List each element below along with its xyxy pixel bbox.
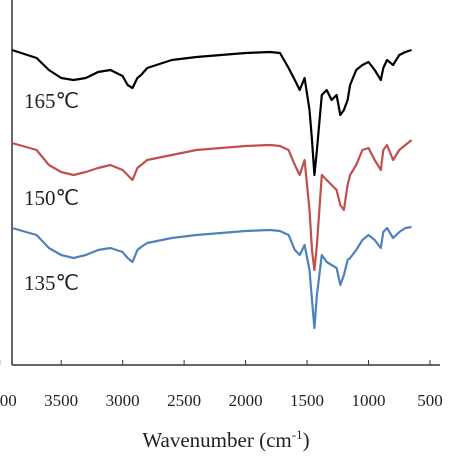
x-tick-label: 1500: [290, 391, 324, 410]
x-label-end: ): [303, 428, 310, 452]
x-tick-label: 3000: [106, 391, 140, 410]
x-tick-label: 2500: [167, 391, 201, 410]
x-tick-label: 1000: [352, 391, 386, 410]
spectrum-line: [11, 139, 413, 272]
x-axis-label: Wavenumber (cm-1): [142, 427, 309, 452]
x-tick-label: 4000: [0, 391, 17, 410]
spectrum-line: [11, 225, 412, 330]
series-label: 135℃: [24, 271, 79, 295]
x-label-text: Wavenumber (cm: [142, 428, 291, 452]
x-tick-label: 500: [417, 391, 443, 410]
x-tick-label: 3500: [44, 391, 78, 410]
spectrum-line: [11, 48, 412, 177]
x-tick-label: 2000: [229, 391, 263, 410]
series-label: 165℃: [24, 89, 79, 113]
x-label-sup: -1: [292, 427, 303, 442]
series-label: 150℃: [24, 186, 79, 210]
